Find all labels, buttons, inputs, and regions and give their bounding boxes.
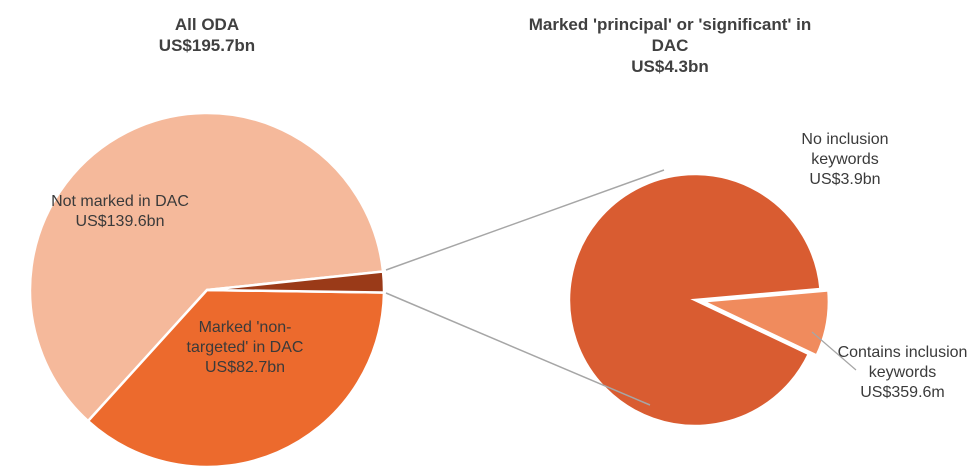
slice-label: Marked 'non-targeted' in DAC US$82.7bn [170, 318, 320, 378]
slice-label: Contains inclusion keywords US$359.6m [830, 343, 975, 403]
slice-label: No inclusion keywords US$3.9bn [770, 130, 920, 190]
slice-label-line: US$3.9bn [809, 171, 881, 188]
leader-line [811, 331, 857, 371]
slice-label: Not marked in DAC US$139.6bn [20, 192, 220, 232]
slice-label-line: Contains inclusion keywords [837, 344, 968, 381]
connector-line [385, 169, 665, 271]
chart-title-line: US$4.3bn [631, 57, 709, 76]
chart-title-line: US$195.7bn [158, 36, 256, 55]
chart-title-line: All ODA [174, 15, 240, 34]
slice-label-line: No inclusion keywords [801, 131, 889, 168]
slice-label-line: Marked 'non-targeted' in DAC [186, 319, 304, 356]
chart-title-line: Marked 'principal' or 'significant' in D… [528, 15, 812, 55]
connector-line [385, 292, 651, 406]
chart-title: All ODA US$195.7bn [107, 14, 307, 56]
pie-slice [206, 270, 386, 294]
pie-slice [698, 289, 831, 358]
pie-slice [28, 111, 385, 423]
slice-label-line: Not marked in DAC [51, 193, 189, 210]
pie-slice [86, 288, 386, 467]
slice-label-line: US$139.6bn [75, 213, 165, 230]
slice-label-line: US$82.7bn [204, 359, 286, 376]
pie-slice [567, 172, 822, 428]
slice-label-line: US$359.6m [860, 384, 945, 401]
chart-title: Marked 'principal' or 'significant' in D… [520, 14, 820, 77]
